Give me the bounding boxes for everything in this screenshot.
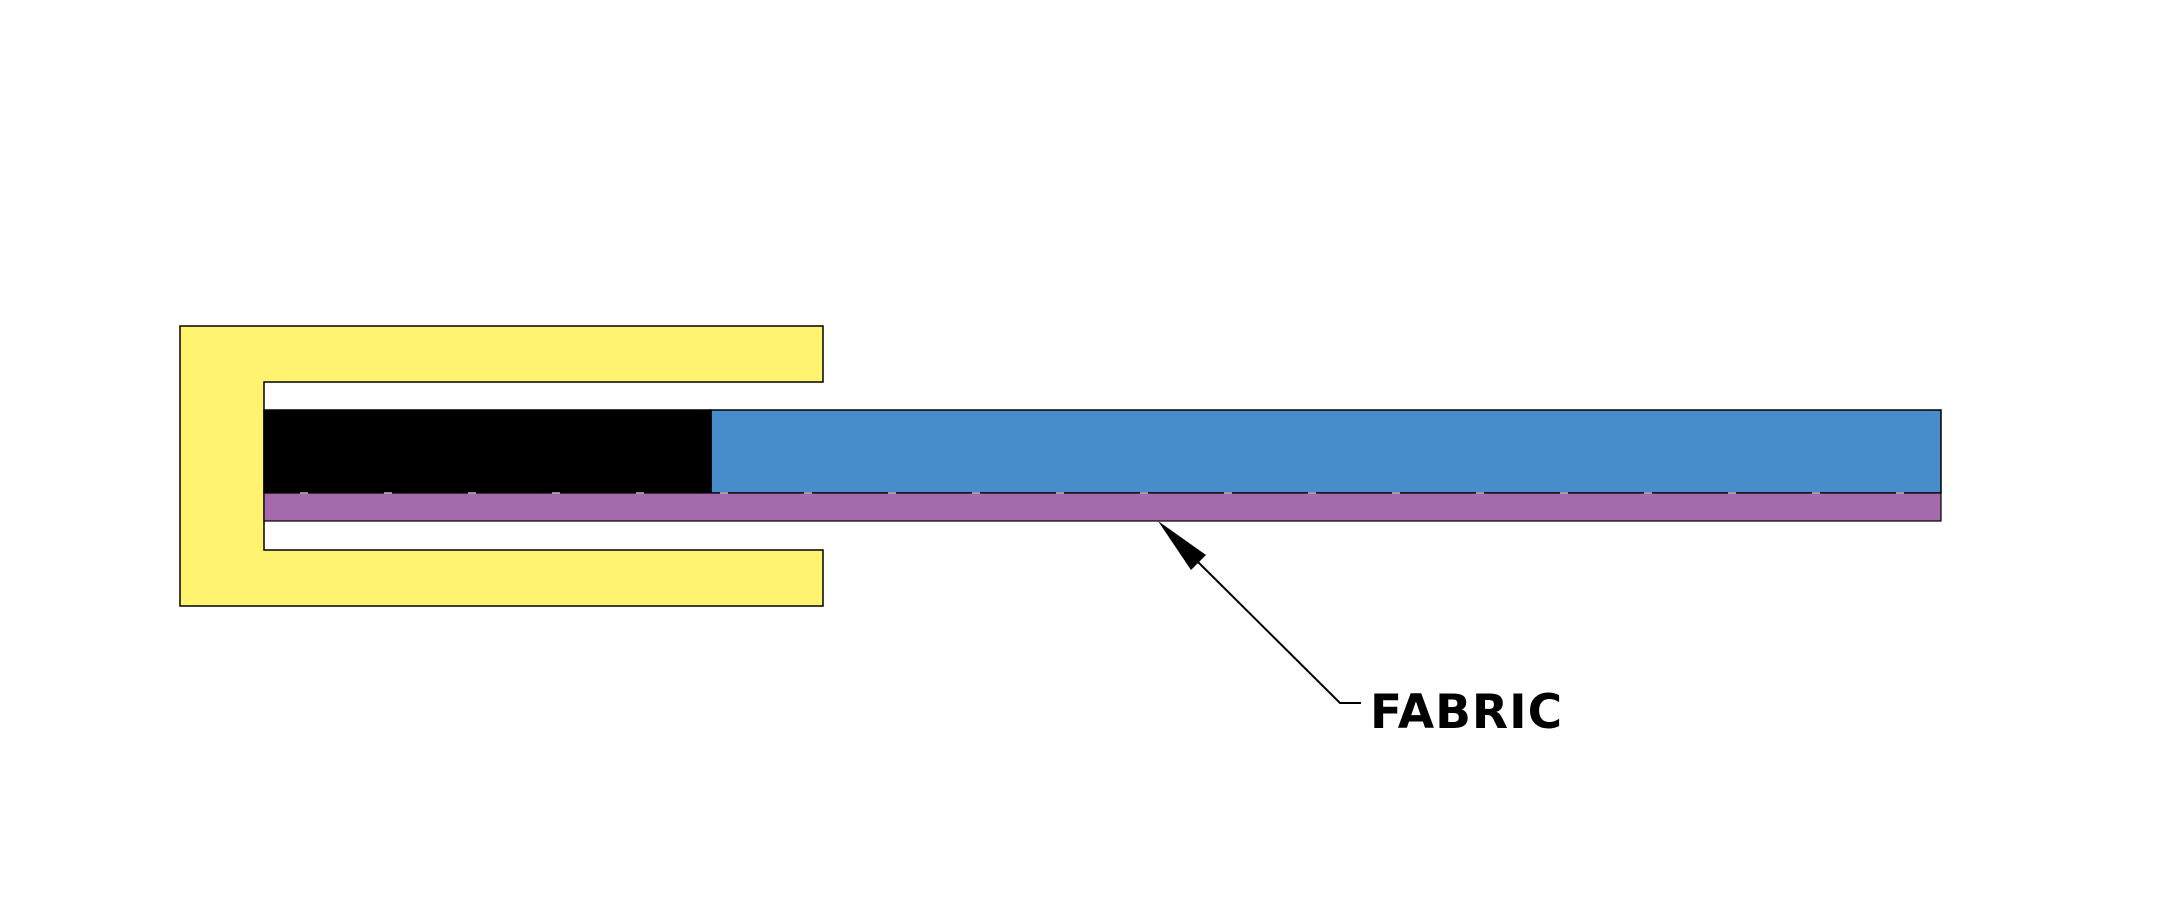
black-insert xyxy=(263,409,712,494)
blue-panel xyxy=(710,409,1942,494)
fabric-leader-arrow xyxy=(1158,521,1361,704)
arrowhead xyxy=(1158,521,1206,570)
leader-line xyxy=(1195,559,1361,704)
fabric-strip xyxy=(263,492,1942,522)
clamp-channel xyxy=(179,325,824,607)
fabric-label: FABRIC xyxy=(1370,685,1563,740)
